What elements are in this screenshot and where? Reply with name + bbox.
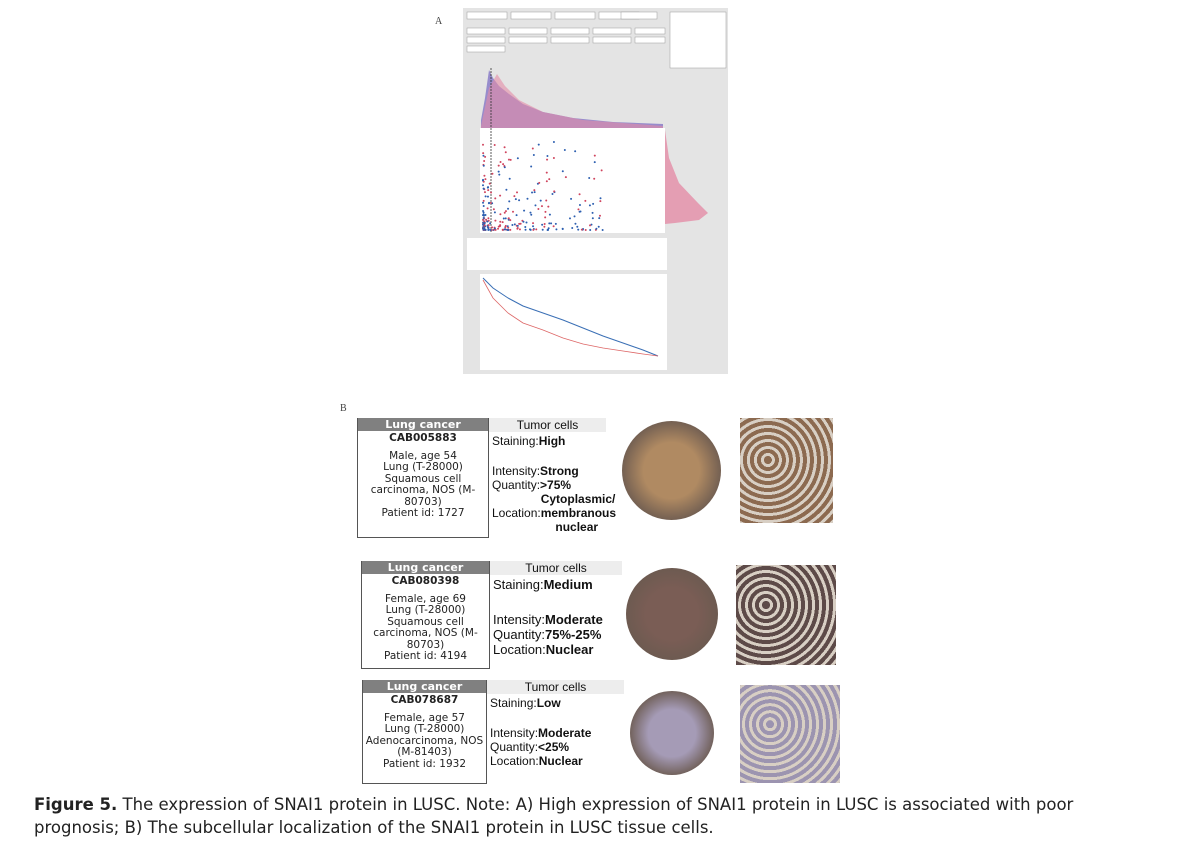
patient-line: Female, age 57 (384, 711, 465, 724)
location-value: Nuclear (538, 754, 583, 768)
patient-line: Lung (T-28000) (383, 461, 463, 473)
tissue-core-image (627, 683, 717, 783)
location-row: Location: Nuclear (493, 642, 622, 657)
patient-line: Squamous cell carcinoma, NOS (M-80703) (373, 615, 478, 651)
patient-box: Lung cancer CAB005883 Male, age 54 Lung (T-… (357, 418, 489, 538)
patient-line: Squamous cell carcinoma, NOS (M-80703) (370, 472, 476, 508)
staining-label: Staining: (490, 696, 537, 710)
antibody-id: CAB080398 (391, 575, 460, 587)
quantity-label: Quantity: (493, 627, 546, 642)
box-header: Tumor cells (489, 418, 606, 432)
staining-box: Tumor cells Staining: Low Intensity: Moderat… (487, 680, 624, 784)
location-row: Location: Cytoplasmic/ membranous nuclear (492, 492, 616, 534)
staining-label: Staining: (492, 434, 539, 448)
intensity-value: Moderate (538, 726, 592, 740)
antibody-id: CAB005883 (389, 432, 457, 444)
tissue-zoom-image (740, 418, 833, 523)
quantity-value: 75%-25% (545, 627, 602, 642)
intensity-value: Strong (540, 464, 579, 478)
staining-label: Staining: (493, 577, 544, 592)
quantity-row: Quantity: <25% (490, 740, 624, 754)
location-value: Nuclear (545, 642, 594, 657)
intensity-row: Intensity: Moderate (490, 726, 624, 740)
box-header: Lung cancer (362, 561, 489, 574)
staining-value: Medium (543, 577, 593, 592)
staining-box: Tumor cells Staining: Medium Intensity: Mode… (490, 561, 622, 671)
tissue-core (630, 691, 714, 775)
patient-line: Patient id: 1727 (381, 507, 465, 519)
intensity-value: Moderate (545, 612, 603, 627)
patient-box: Lung cancer CAB078687 Female, age 57 Lung (… (362, 680, 487, 784)
location-row: Location: Nuclear (490, 754, 624, 768)
quantity-row: Quantity: 75%-25% (493, 627, 622, 642)
intensity-row: Intensity: Moderate (493, 612, 622, 627)
patient-line: Patient id: 1932 (382, 757, 467, 770)
caption-text: The expression of SNAI1 protein in LUSC.… (34, 795, 1074, 837)
antibody-id: CAB078687 (390, 694, 459, 706)
staining-row: Staining: Low (490, 696, 624, 710)
staining-value: High (538, 434, 566, 448)
box-header: Tumor cells (490, 561, 622, 575)
tissue-core (626, 568, 718, 660)
tissue-core-image (623, 561, 721, 667)
patient-line: Patient id: 4194 (383, 650, 468, 662)
quantity-value: >75% (540, 478, 572, 492)
staining-box: Tumor cells Staining: High Intensity: Strong… (489, 418, 616, 537)
panel-label: A (435, 16, 443, 27)
quantity-label: Quantity: (492, 478, 541, 492)
quantity-row: Quantity: >75% (492, 478, 606, 492)
quantity-label: Quantity: (490, 740, 539, 754)
staining-row: Staining: High (492, 434, 606, 448)
patient-line: Lung (T-28000) (384, 723, 465, 735)
intensity-row: Intensity: Strong (492, 464, 606, 478)
intensity-label: Intensity: (493, 612, 546, 627)
location-label: Location: (492, 506, 541, 520)
location-value: Cytoplasmic/ membranous nuclear (540, 492, 617, 534)
staining-value: Low (536, 696, 561, 710)
caption-label: Figure 5. (34, 795, 118, 814)
patient-line: Lung (T-28000) (385, 604, 466, 616)
box-header: Tumor cells (487, 680, 624, 694)
km-plotter-screenshot (463, 8, 728, 374)
patient-box: Lung cancer CAB080398 Female, age 69 Lung (… (361, 561, 490, 669)
box-header: Lung cancer (358, 418, 488, 431)
tissue-zoom-image (736, 565, 836, 665)
panel-label: B (340, 403, 347, 414)
tissue-core-image (617, 418, 725, 523)
box-header: Lung cancer (363, 680, 486, 693)
patient-line: Female, age 69 (385, 592, 466, 605)
patient-line: Male, age 54 (389, 449, 457, 462)
location-label: Location: (490, 754, 539, 768)
intensity-label: Intensity: (492, 464, 541, 478)
caption: Figure 5. The expression of SNAI1 protei… (34, 793, 1154, 839)
location-label: Location: (493, 642, 546, 657)
tissue-core (621, 421, 721, 520)
staining-row: Staining: Medium (493, 577, 622, 592)
quantity-value: <25% (538, 740, 570, 754)
intensity-label: Intensity: (490, 726, 539, 740)
tissue-zoom-image (740, 685, 840, 783)
patient-line: Adenocarcinoma, NOS (M-81403) (365, 734, 484, 758)
